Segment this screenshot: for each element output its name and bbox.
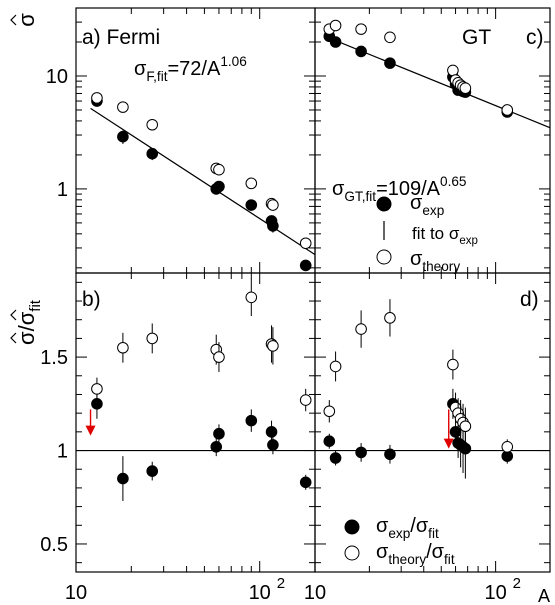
legend-top-exp-marker [376,196,392,212]
legend-top-theory-label: σtheory [410,248,460,274]
y-axis-label-top: σ [10,13,39,27]
x-tick-label: 10 [65,582,87,604]
theory-point [355,23,367,35]
shift-arrow-head [443,438,454,449]
theory-point [146,332,159,345]
theory-point [447,358,459,371]
shift-arrow-head [85,425,96,436]
y-axis-label-top-text: σ [14,13,39,27]
y-tick-label: 0.5 [40,534,68,556]
exp-point [91,398,103,410]
exp-point [329,36,342,48]
theory-point [213,163,225,176]
theory-point [501,440,514,453]
theory-point [213,351,225,363]
y-tick-label: 1.5 [40,347,68,369]
theory-point [299,394,312,406]
exp-point [213,427,225,440]
theory-point [146,118,159,131]
exp-point [245,414,258,427]
panel-letter-c: c) [526,26,544,49]
exp-point [267,439,279,451]
exp-point [449,426,462,438]
y-tick-label: 1 [57,441,68,463]
x-tick-label: 10 [304,582,326,604]
exp-point [299,259,312,272]
theory-point [323,405,336,418]
x-tick-label: 10 [249,582,271,604]
theory-point [245,291,258,304]
x-axis-label: A [538,586,550,605]
theory-point [117,101,129,113]
theory-point [384,312,396,324]
x-tick-label-exponent: 2 [277,575,285,592]
panel-label-d: d) [520,288,539,311]
exp-point [245,199,258,211]
fit-label-fermi: σF,fit=72/A1.06 [134,54,247,84]
fit-label-gt: σGT,fit=109/A0.65 [332,174,467,204]
legend-top-exp-label: σexp [410,192,444,218]
legend-top-fit-label: fit to σexp [412,224,478,247]
theory-point [267,340,279,352]
panel-frame-b [75,272,316,573]
legend-bottom-theory-label: σtheory/σfit [376,541,455,567]
theory-point [329,360,342,373]
theory-point [267,199,279,211]
legend-top-theory-marker [376,249,392,265]
y-axis-label-bottom: σ/σfit [10,299,44,345]
theory-point [355,323,367,335]
exp-point [355,45,367,58]
theory-point [299,237,312,250]
x-tick-label-exponent: 2 [513,575,521,592]
y-tick-label: 10 [46,66,68,88]
fit-line [90,107,316,256]
theory-point [91,383,103,395]
exp-point [146,147,159,160]
exp-point [117,472,129,485]
exp-point [213,180,225,193]
panel-frame-d [314,272,551,573]
exp-point [384,57,396,69]
theory-point [117,341,129,354]
exp-point [267,220,279,232]
theory-point [459,420,472,433]
y-tick-label: 1 [57,179,68,201]
exp-point [117,130,129,143]
theory-point [447,64,459,77]
panel-label-b: b) [82,288,101,311]
theory-point [245,177,258,190]
y-axis-label-bottom-text: σ/σfit [14,299,44,345]
panel-frames [75,7,551,573]
theory-point [329,19,342,32]
theory-point [91,92,103,104]
exp-point [355,446,367,459]
theory-point [459,82,472,94]
panel-label-a: a) Fermi [82,26,160,49]
exp-point [265,426,278,438]
x-tick-label: 10 [485,582,507,604]
data-marks [76,19,551,561]
legend-bottom-theory-marker [344,545,360,561]
exp-point [323,435,336,447]
legend-bottom-exp-label: σexp/σfit [376,515,439,541]
legend-bottom-exp-marker [344,519,360,535]
exp-point [210,440,223,453]
exp-point [459,442,472,455]
exp-point [384,448,396,461]
exp-point [299,476,312,489]
exp-point [146,465,159,477]
theory-point [501,104,514,116]
theory-point [384,31,396,44]
exp-point [329,452,342,464]
panel-label-gt: GT [462,26,491,49]
